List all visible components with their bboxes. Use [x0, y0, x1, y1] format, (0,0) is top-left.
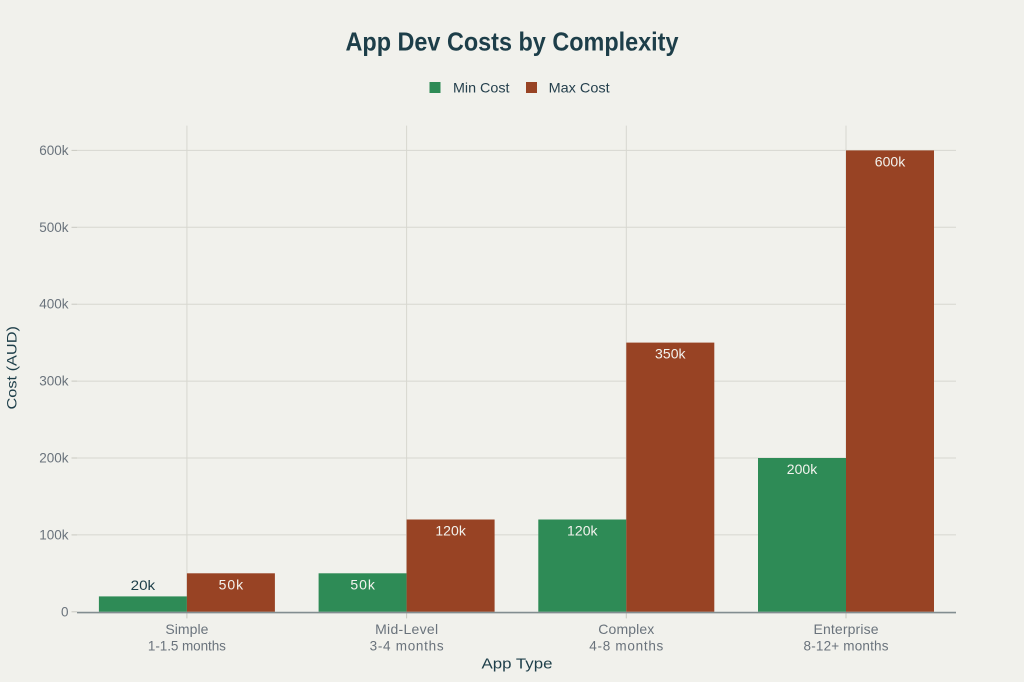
svg-text:Enterprise: Enterprise [814, 621, 879, 637]
svg-text:Simple: Simple [165, 621, 208, 637]
svg-text:120k: 120k [435, 523, 467, 539]
svg-text:4-8 months: 4-8 months [589, 639, 663, 654]
svg-text:50k: 50k [219, 576, 245, 592]
svg-text:300k: 300k [39, 374, 69, 389]
svg-text:App Type: App Type [482, 656, 553, 672]
svg-text:Cost (AUD): Cost (AUD) [3, 326, 19, 410]
svg-text:Min Cost: Min Cost [453, 80, 510, 96]
svg-text:50k: 50k [350, 576, 376, 592]
svg-text:Max Cost: Max Cost [549, 80, 610, 96]
svg-text:400k: 400k [39, 297, 69, 312]
svg-text:3-4 months: 3-4 months [370, 639, 444, 654]
svg-text:120k: 120k [567, 523, 599, 539]
svg-text:350k: 350k [655, 346, 687, 362]
svg-text:100k: 100k [39, 527, 69, 542]
svg-text:0: 0 [61, 604, 69, 619]
svg-text:600k: 600k [39, 143, 69, 158]
svg-text:200k: 200k [39, 451, 69, 466]
svg-text:App Dev Costs by Complexity: App Dev Costs by Complexity [346, 27, 679, 57]
svg-text:1-1.5 months: 1-1.5 months [148, 639, 226, 654]
svg-text:600k: 600k [875, 153, 907, 169]
svg-text:8-12+ months: 8-12+ months [804, 639, 889, 654]
svg-text:500k: 500k [39, 220, 69, 235]
svg-text:Mid-Level: Mid-Level [375, 621, 438, 637]
svg-text:200k: 200k [787, 461, 819, 477]
svg-text:Complex: Complex [598, 621, 654, 637]
svg-text:20k: 20k [131, 577, 157, 593]
